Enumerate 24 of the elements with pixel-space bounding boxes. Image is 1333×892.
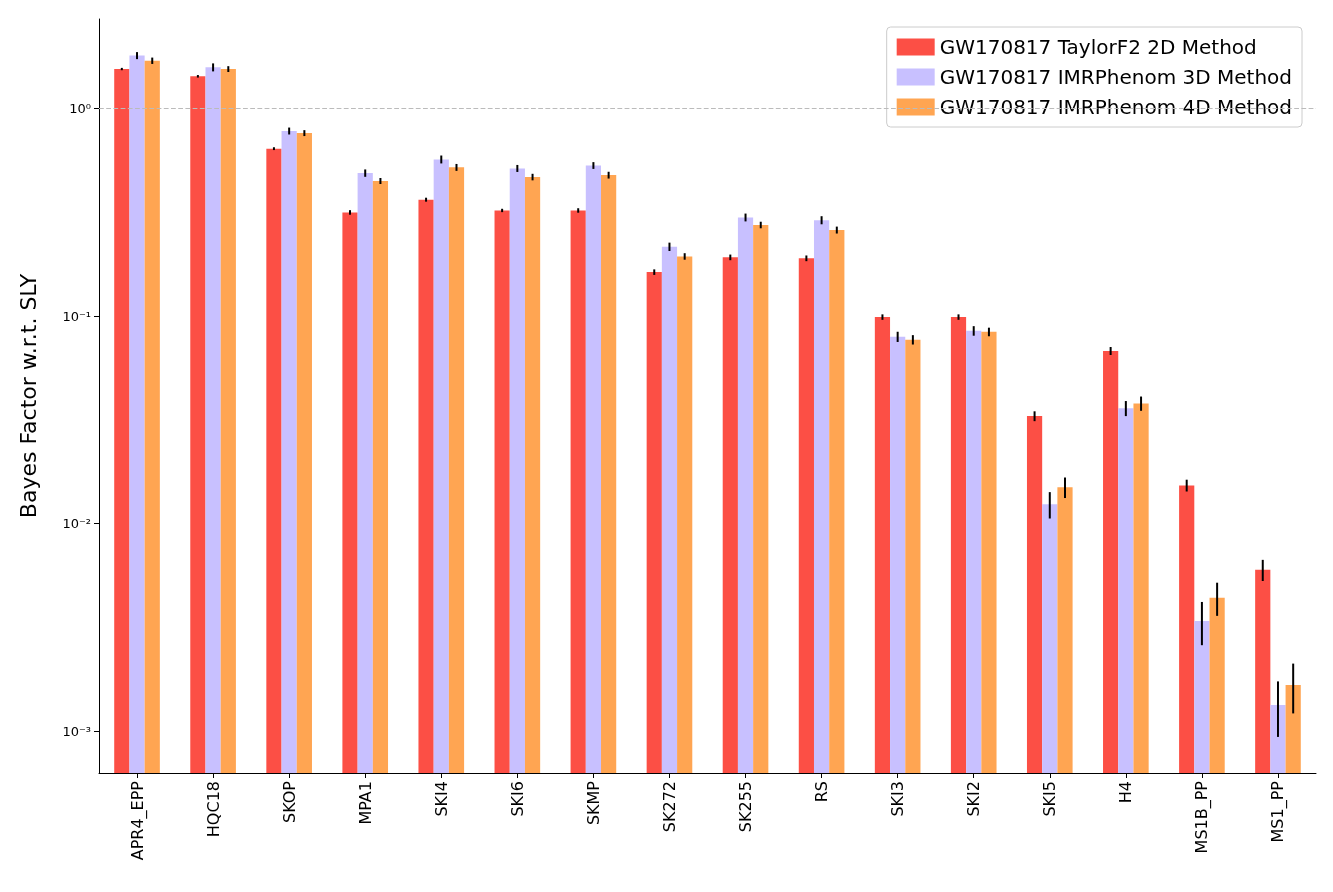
x-tick-label: SKOP: [279, 780, 299, 824]
x-tick-label: H4: [1116, 781, 1136, 804]
x-tick-label: SKMP: [583, 780, 603, 826]
legend-label: GW170817 IMRPhenom 4D Method: [939, 95, 1293, 119]
x-tick-label: SK255: [736, 781, 756, 833]
x-tick-label: SKI6: [507, 781, 527, 817]
x-tick-label: MPA1: [355, 781, 375, 825]
y-axis-title: Bayes Factor w.r.t. SLY: [15, 273, 41, 519]
x-tick-label: SKI3: [888, 781, 908, 817]
x-tick-label: SKI5: [1040, 781, 1060, 817]
y-tick-label: 10⁰: [69, 101, 91, 117]
x-tick-label: APR4_EPP: [127, 780, 148, 861]
x-tick-label: MS1B_PP: [1192, 780, 1213, 854]
x-tick-label: MS1_PP: [1268, 780, 1289, 843]
x-tick-label: SKI2: [964, 781, 984, 817]
x-tick-label: SKI4: [431, 781, 451, 817]
x-tick-label: RS: [812, 781, 832, 803]
legend-label: GW170817 IMRPhenom 3D Method: [939, 65, 1293, 89]
x-tick-label: HQC18: [203, 781, 223, 838]
y-tick-label: 10⁻³: [62, 723, 91, 739]
y-tick-label: 10⁻¹: [62, 308, 91, 324]
x-tick-label: SK272: [659, 781, 679, 833]
legend-label: GW170817 TaylorF2 2D Method: [939, 35, 1257, 59]
y-tick-label: 10⁻²: [62, 516, 91, 532]
